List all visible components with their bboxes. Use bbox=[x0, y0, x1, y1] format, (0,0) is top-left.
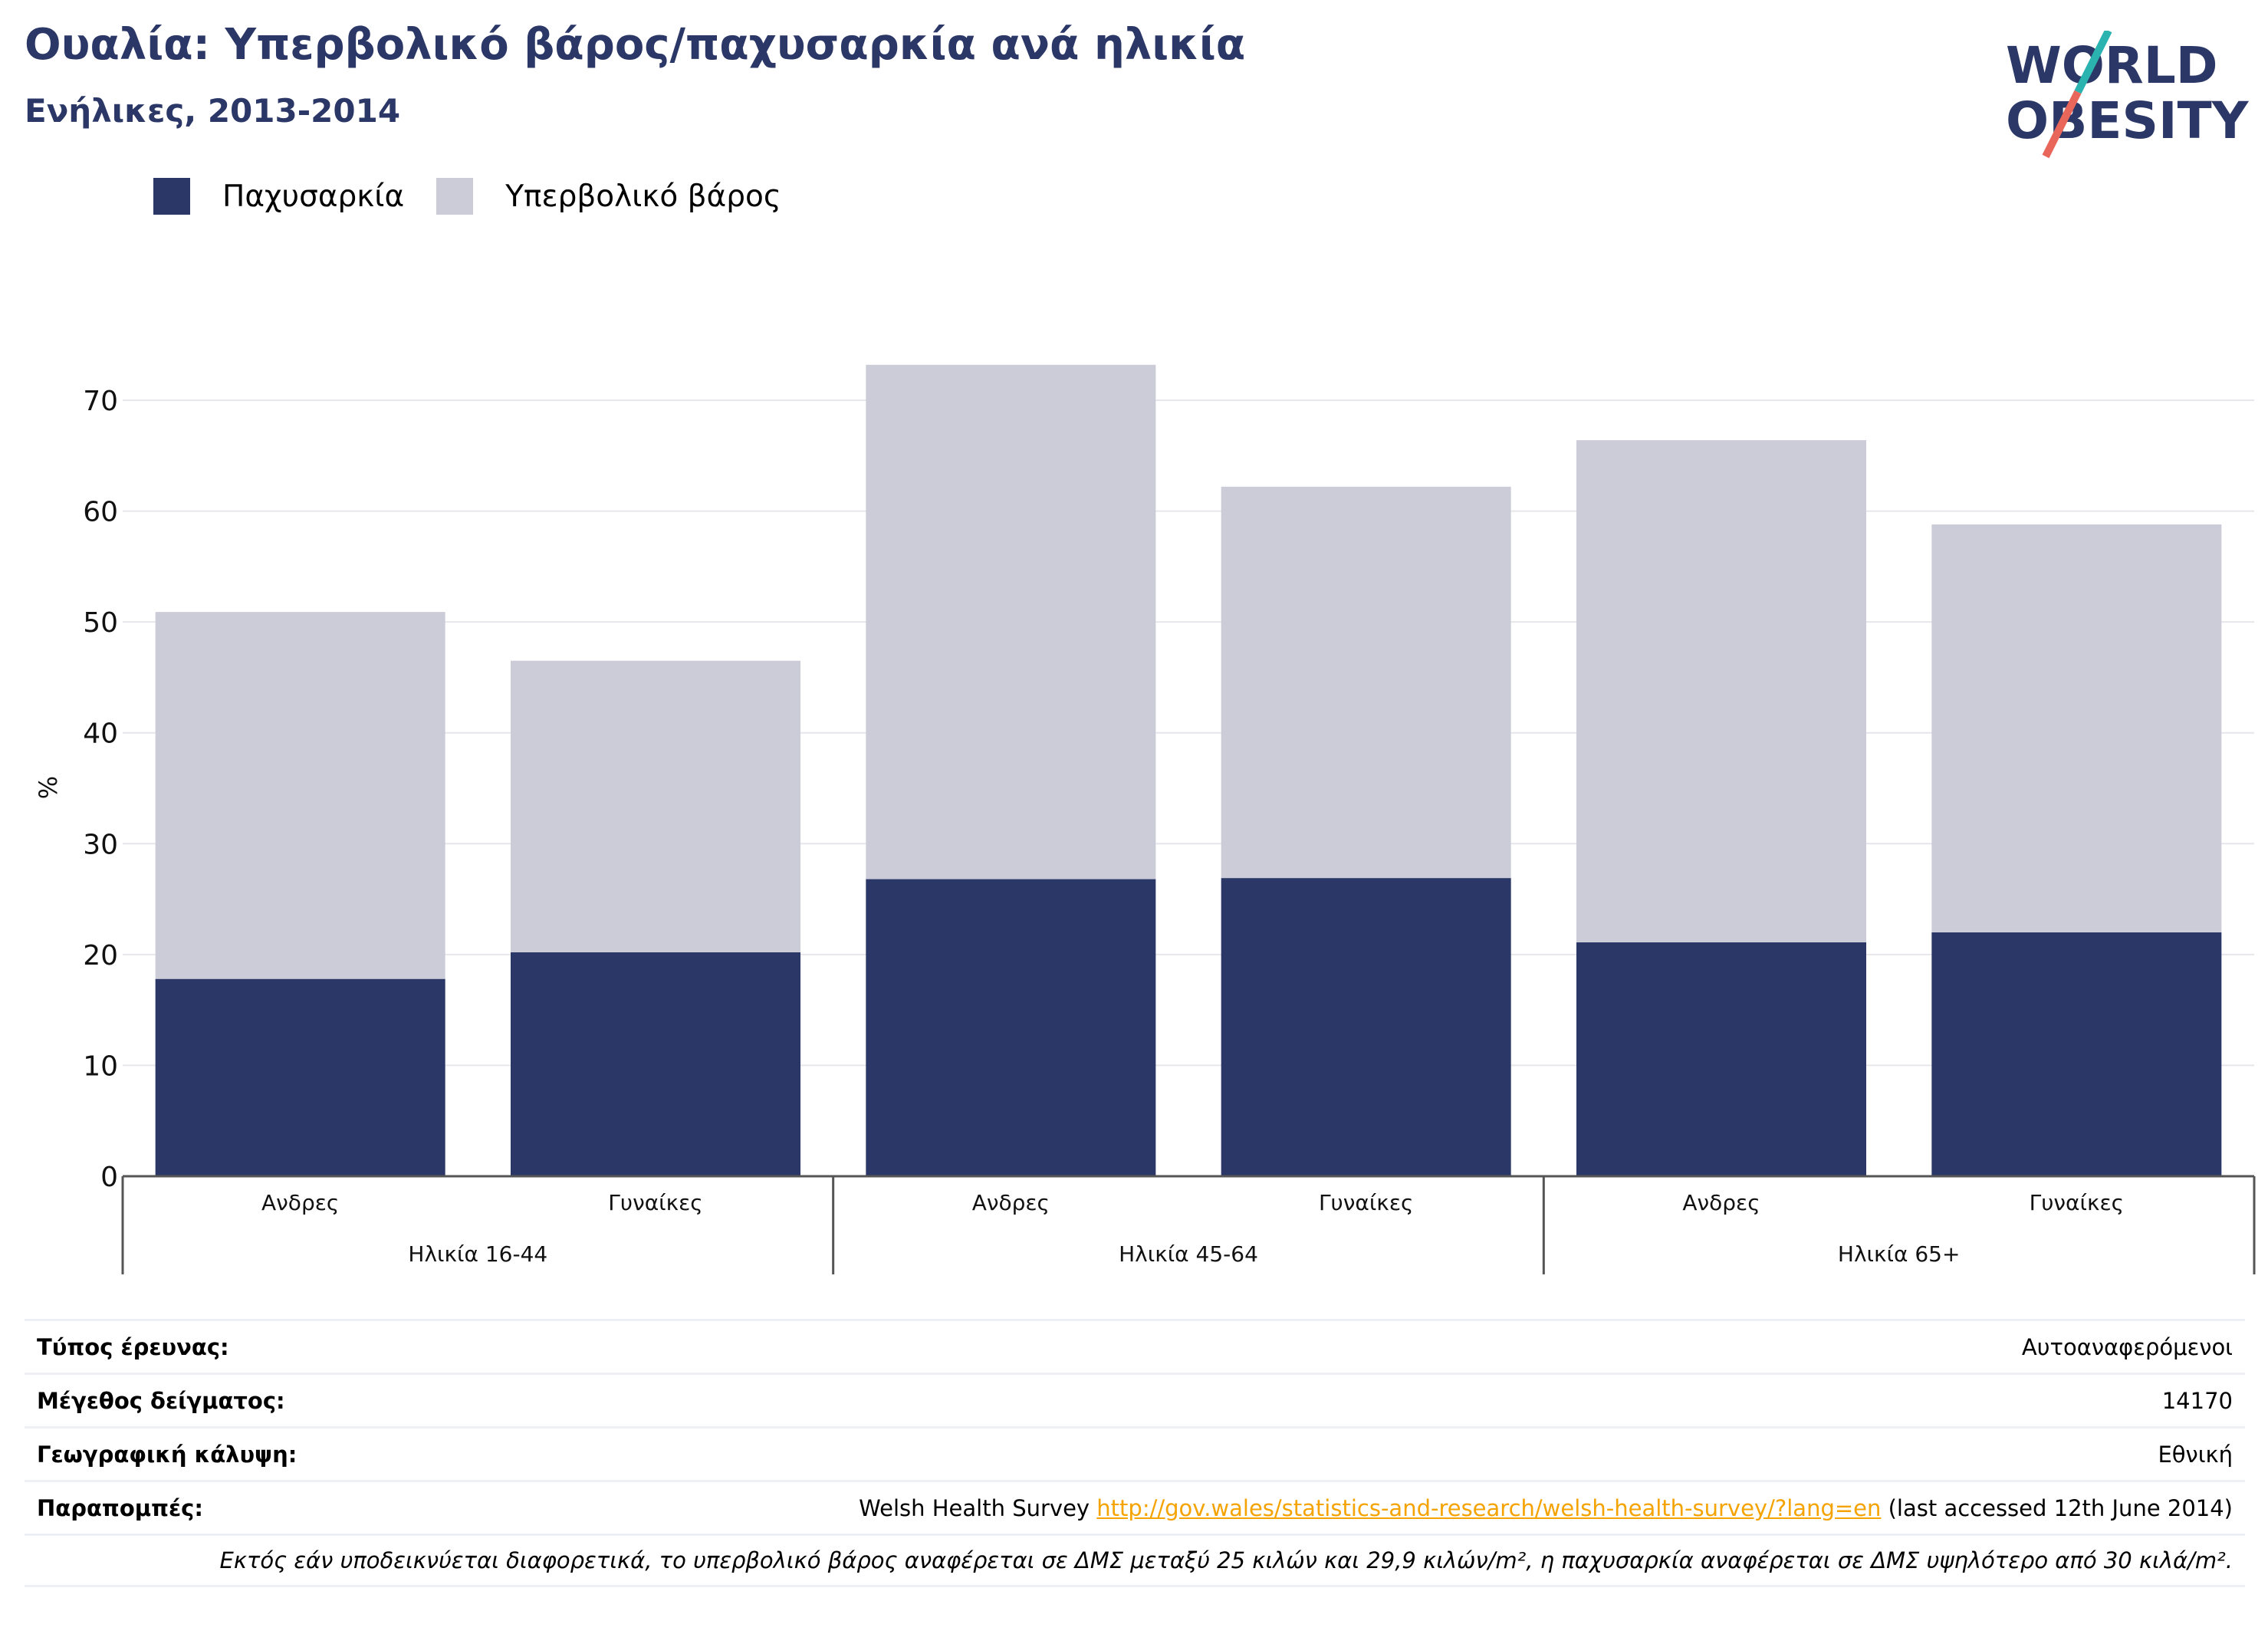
references-source: Welsh Health Survey bbox=[859, 1494, 1097, 1521]
bar-overweight-3 bbox=[1221, 486, 1511, 879]
meta-row-sample-size: Μέγεθος δείγματος: 14170 bbox=[25, 1373, 2245, 1426]
y-tick-label: 10 bbox=[83, 1050, 118, 1082]
sample-size-label: Μέγεθος δείγματος: bbox=[37, 1387, 285, 1414]
bar-obesity-5 bbox=[1931, 932, 2222, 1176]
y-tick-label: 50 bbox=[83, 607, 118, 639]
bar-obesity-1 bbox=[511, 952, 800, 1176]
meta-row-footnote: Εκτός εάν υποδεικνύεται διαφορετικά, το … bbox=[25, 1534, 2245, 1587]
legend-label-obesity: Παχυσαρκία bbox=[222, 179, 405, 214]
x-group-label: Ηλικία 16-44 bbox=[408, 1241, 547, 1267]
x-category-label: Γυναίκες bbox=[2030, 1190, 2124, 1215]
x-category-label: Ανδρες bbox=[261, 1190, 339, 1215]
chart-subtitle: Ενήλικες, 2013-2014 bbox=[25, 92, 401, 130]
bar-obesity-3 bbox=[1221, 878, 1511, 1176]
bar-overweight-0 bbox=[155, 612, 445, 979]
y-tick-label: 20 bbox=[83, 940, 118, 972]
y-axis-title: % bbox=[34, 776, 63, 799]
legend-swatch-obesity bbox=[153, 178, 190, 215]
stacked-bar-chart: 0 10 20 30 40 50 60 70% Ανδρες Γυναίκες Ανδρες Γυνα… bbox=[34, 364, 2256, 1274]
y-tick-label: 40 bbox=[83, 718, 118, 750]
references-label: Παραπομπές: bbox=[37, 1494, 203, 1521]
survey-metadata-table: Τύπος έρευνας: Αυτοαναφερόμενοι Μέγεθος … bbox=[25, 1319, 2245, 1587]
bar-obesity-0 bbox=[155, 978, 445, 1176]
legend-item-obesity[interactable]: Παχυσαρκία bbox=[153, 178, 404, 215]
bmi-footnote: Εκτός εάν υποδεικνύεται διαφορετικά, το … bbox=[219, 1547, 2233, 1573]
legend-swatch-overweight bbox=[436, 178, 474, 215]
x-group-label: Ηλικία 65+ bbox=[1838, 1241, 1961, 1267]
references-accessed: (last accessed 12th June 2014) bbox=[1881, 1494, 2233, 1521]
logo-word-obesity: OBESITY bbox=[2006, 91, 2250, 150]
legend-label-overweight: Υπερβολικό βάρος bbox=[505, 179, 781, 214]
bar-overweight-4 bbox=[1576, 440, 1866, 942]
legend-item-overweight[interactable]: Υπερβολικό βάρος bbox=[436, 178, 781, 215]
coverage-label: Γεωγραφική κάλυψη: bbox=[37, 1441, 297, 1468]
sample-size-value: 14170 bbox=[2161, 1387, 2233, 1414]
survey-type-label: Τύπος έρευνας: bbox=[37, 1333, 229, 1360]
survey-type-value: Αυτοαναφερόμενοι bbox=[2021, 1333, 2233, 1360]
y-tick-label: 70 bbox=[83, 386, 118, 417]
meta-row-coverage: Γεωγραφική κάλυψη: Εθνική bbox=[25, 1426, 2245, 1480]
chart-legend: Παχυσαρκία Υπερβολικό βάρος bbox=[153, 178, 814, 215]
y-tick-label: 60 bbox=[83, 497, 118, 528]
bar-obesity-4 bbox=[1576, 942, 1866, 1176]
meta-row-references: Παραπομπές: Welsh Health Survey http://g… bbox=[25, 1480, 2245, 1534]
y-tick-label: 0 bbox=[100, 1162, 118, 1193]
references-link[interactable]: http://gov.wales/statistics-and-research… bbox=[1096, 1494, 1882, 1521]
bar-obesity-2 bbox=[866, 879, 1156, 1176]
chart-title: Ουαλία: Υπερβολικό βάρος/παχυσαρκία ανά … bbox=[25, 20, 1246, 70]
y-tick-label: 30 bbox=[83, 829, 118, 860]
bar-overweight-5 bbox=[1931, 524, 2222, 932]
logo-word-world: WORLD bbox=[2006, 36, 2218, 95]
x-category-label: Ανδρες bbox=[972, 1190, 1050, 1215]
meta-row-survey-type: Τύπος έρευνας: Αυτοαναφερόμενοι bbox=[25, 1319, 2245, 1373]
bar-overweight-1 bbox=[511, 660, 800, 952]
logo-slash-top bbox=[2074, 31, 2112, 94]
world-obesity-logo: WORLD OBESITY bbox=[2006, 31, 2250, 159]
x-category-label: Γυναίκες bbox=[1319, 1190, 1413, 1215]
logo-slash-bottom bbox=[2042, 90, 2082, 159]
coverage-value: Εθνική bbox=[2158, 1441, 2233, 1468]
references-value: Welsh Health Survey http://gov.wales/sta… bbox=[859, 1495, 2233, 1521]
x-group-label: Ηλικία 45-64 bbox=[1119, 1241, 1258, 1267]
x-category-label: Γυναίκες bbox=[608, 1190, 702, 1215]
bar-overweight-2 bbox=[866, 364, 1156, 879]
x-category-label: Ανδρες bbox=[1682, 1190, 1760, 1215]
